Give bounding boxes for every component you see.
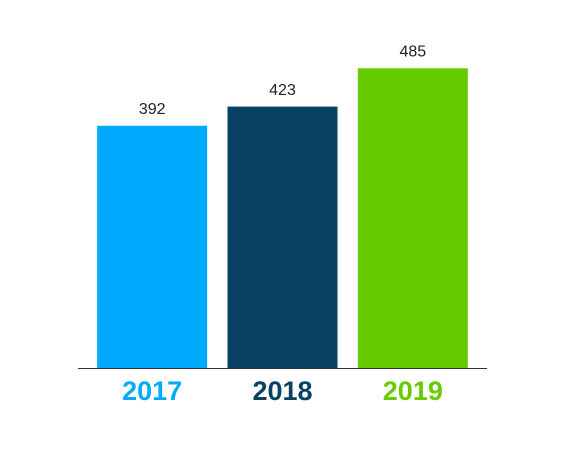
value-label: 423: [269, 82, 296, 99]
bar: [357, 68, 468, 369]
bar: [227, 106, 338, 368]
x-tick-label: 2019: [383, 376, 443, 406]
value-label: 392: [139, 101, 166, 118]
x-tick-label: 2018: [252, 376, 312, 406]
bar: [97, 125, 208, 368]
x-tick-label: 2017: [122, 376, 182, 406]
value-label: 485: [399, 43, 426, 60]
